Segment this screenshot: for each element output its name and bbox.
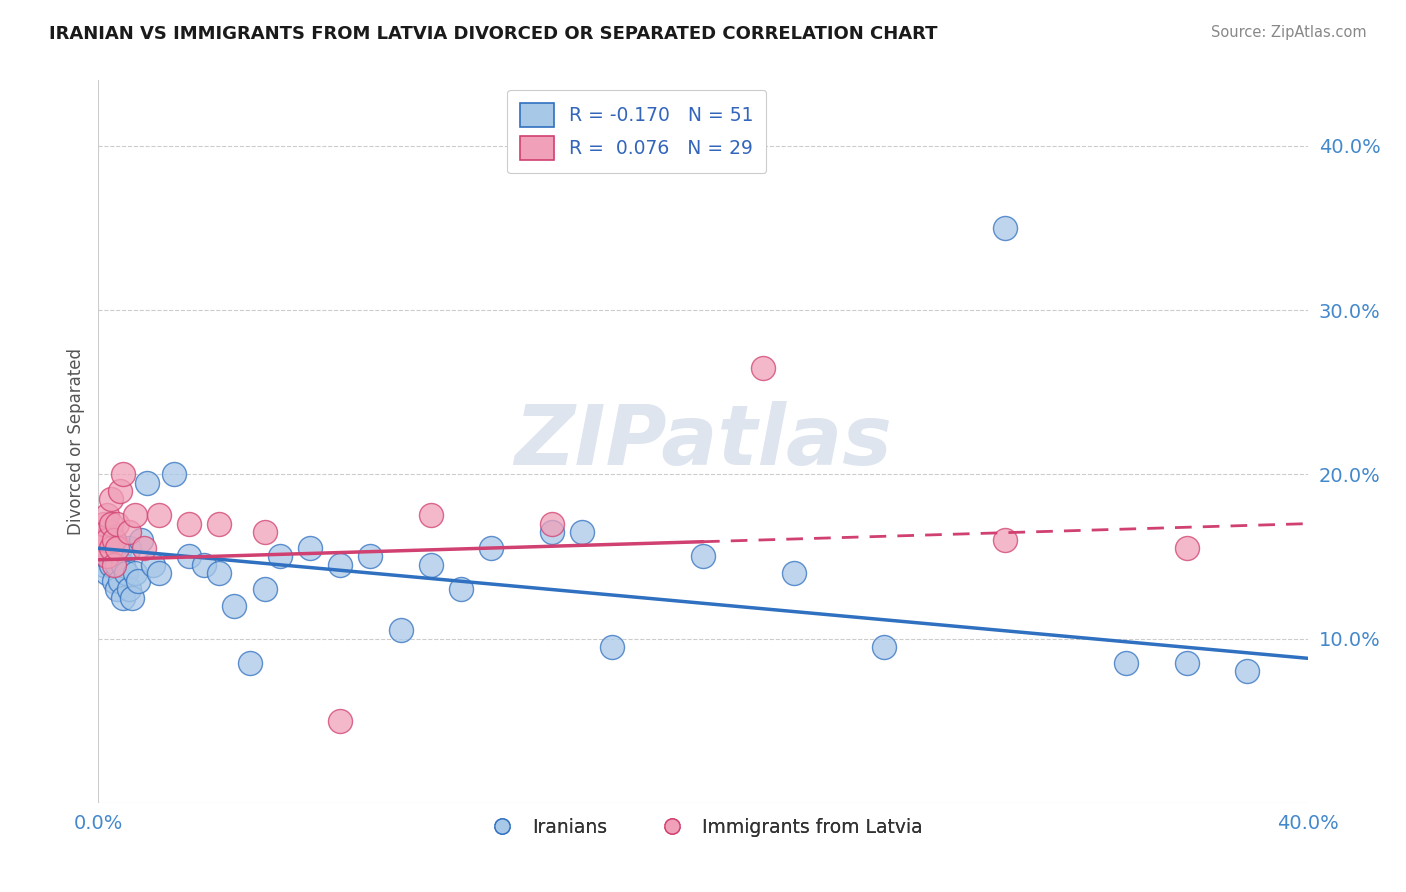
- Point: [148, 508, 170, 523]
- Point: [1236, 665, 1258, 679]
- Point: [124, 566, 146, 580]
- Point: [692, 549, 714, 564]
- Point: [93, 533, 115, 547]
- Point: [208, 516, 231, 531]
- Point: [96, 549, 118, 564]
- Point: [208, 566, 231, 580]
- Point: [105, 516, 128, 531]
- Point: [481, 541, 503, 556]
- Point: [100, 491, 122, 506]
- Point: [114, 566, 136, 580]
- Point: [118, 524, 141, 539]
- Point: [96, 566, 118, 580]
- Point: [100, 558, 122, 572]
- Point: [111, 558, 134, 572]
- Point: [752, 360, 775, 375]
- Point: [132, 541, 155, 556]
- Point: [90, 541, 112, 556]
- Point: [105, 558, 128, 572]
- Point: [142, 558, 165, 572]
- Point: [108, 483, 131, 498]
- Point: [873, 640, 896, 654]
- Y-axis label: Divorced or Separated: Divorced or Separated: [66, 348, 84, 535]
- Point: [100, 541, 122, 556]
- Point: [540, 524, 562, 539]
- Point: [93, 516, 115, 531]
- Point: [135, 475, 157, 490]
- Point: [269, 549, 291, 564]
- Point: [783, 566, 806, 580]
- Point: [994, 221, 1017, 235]
- Point: [329, 714, 352, 728]
- Point: [299, 541, 322, 556]
- Point: [118, 541, 141, 556]
- Point: [111, 591, 134, 605]
- Point: [179, 516, 201, 531]
- Point: [118, 582, 141, 597]
- Point: [420, 558, 443, 572]
- Point: [389, 624, 412, 638]
- Point: [193, 558, 215, 572]
- Point: [163, 467, 186, 482]
- Point: [1175, 541, 1198, 556]
- Point: [994, 533, 1017, 547]
- Point: [105, 541, 128, 556]
- Point: [253, 524, 276, 539]
- Point: [253, 582, 276, 597]
- Point: [121, 591, 143, 605]
- Point: [179, 549, 201, 564]
- Point: [93, 533, 115, 547]
- Point: [124, 508, 146, 523]
- Point: [93, 558, 115, 572]
- Point: [450, 582, 472, 597]
- Point: [1175, 657, 1198, 671]
- Point: [90, 541, 112, 556]
- Point: [148, 566, 170, 580]
- Point: [103, 558, 125, 572]
- Point: [224, 599, 246, 613]
- Point: [96, 541, 118, 556]
- Point: [111, 467, 134, 482]
- Point: [540, 516, 562, 531]
- Text: ZIPatlas: ZIPatlas: [515, 401, 891, 482]
- Point: [108, 574, 131, 588]
- Point: [103, 549, 125, 564]
- Point: [103, 533, 125, 547]
- Point: [103, 533, 125, 547]
- Point: [1115, 657, 1137, 671]
- Point: [108, 541, 131, 556]
- Point: [105, 582, 128, 597]
- Point: [100, 516, 122, 531]
- Point: [602, 640, 624, 654]
- Point: [96, 508, 118, 523]
- Point: [571, 524, 593, 539]
- Point: [100, 524, 122, 539]
- Point: [103, 574, 125, 588]
- Point: [90, 524, 112, 539]
- Text: IRANIAN VS IMMIGRANTS FROM LATVIA DIVORCED OR SEPARATED CORRELATION CHART: IRANIAN VS IMMIGRANTS FROM LATVIA DIVORC…: [49, 25, 938, 43]
- Point: [329, 558, 352, 572]
- Point: [127, 574, 149, 588]
- Text: Source: ZipAtlas.com: Source: ZipAtlas.com: [1211, 25, 1367, 40]
- Point: [360, 549, 382, 564]
- Point: [239, 657, 262, 671]
- Legend: Iranians, Immigrants from Latvia: Iranians, Immigrants from Latvia: [475, 810, 931, 844]
- Point: [129, 533, 152, 547]
- Point: [96, 533, 118, 547]
- Point: [420, 508, 443, 523]
